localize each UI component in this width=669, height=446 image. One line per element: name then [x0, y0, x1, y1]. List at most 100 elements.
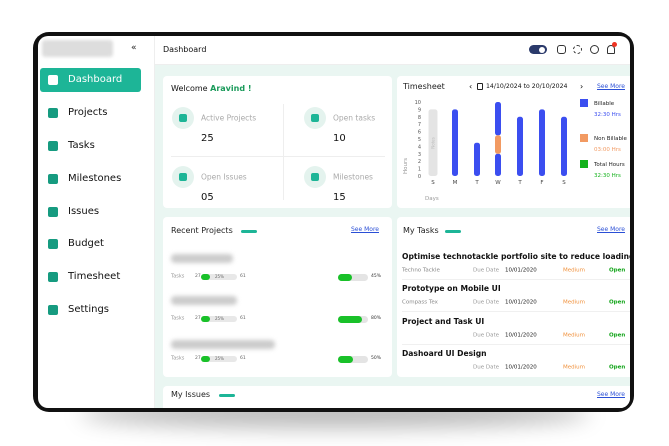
holiday-label: Notes [431, 137, 436, 149]
task-title: Dashoard UI Design [402, 349, 487, 359]
priority: Medium [563, 332, 585, 339]
task-progress [201, 356, 210, 362]
due-date: 10/01/2020 [505, 332, 537, 339]
task-progress-track: 25% [201, 316, 237, 322]
x-tick-label: W [495, 180, 501, 186]
status: Open [609, 332, 626, 339]
legend-label: Non Billable [594, 136, 627, 142]
completion-label: 80% [371, 315, 382, 321]
x-tick-label: S [562, 180, 566, 186]
priority: Medium [563, 267, 585, 274]
notifications[interactable] [607, 45, 615, 54]
my-tasks-title: My Tasks [403, 226, 439, 235]
collapse-button[interactable]: « [131, 43, 137, 53]
stat-label: Open Issues [201, 172, 247, 182]
menu: Dashboard Projects Tasks Milestones Issues Bu… [38, 36, 155, 408]
project-name [171, 296, 237, 305]
menu-item[interactable]: Timesheet [68, 271, 121, 282]
y-tick-label: 8 [418, 115, 421, 121]
divider [402, 279, 630, 280]
bar-segment [495, 102, 501, 136]
menu-item[interactable]: Milestones [68, 173, 122, 184]
timesheet-card: Timesheet ‹ 14/10/2024 to 20/10/2024 › S… [397, 76, 630, 208]
bar-segment [561, 116, 567, 176]
status: Open [609, 364, 626, 371]
menu-icon [48, 108, 58, 118]
my-issues-card: My Issues See More [163, 386, 630, 408]
icon[interactable] [557, 45, 566, 54]
menu-item[interactable]: Tasks [68, 140, 95, 151]
tasks-label: Tasks [171, 355, 185, 362]
accent [219, 394, 235, 397]
stat-label: Milestones [333, 172, 373, 182]
menu-item[interactable]: Issues [68, 206, 100, 217]
tasks-total: 61 [240, 315, 246, 321]
y-tick-label: 7 [418, 122, 421, 128]
due-date: 10/01/2020 [505, 267, 537, 274]
completion-track [338, 273, 368, 281]
x-axis-label: Days [425, 196, 439, 202]
x-tick-label: F [540, 180, 543, 186]
see-more[interactable]: See More [597, 83, 625, 90]
task-progress [201, 274, 210, 280]
calendar-icon [477, 83, 483, 90]
legend-value: 32:30 Hrs [594, 112, 621, 118]
task-title: Project and Task UI [402, 317, 485, 327]
y-tick-label: 10 [415, 100, 421, 106]
user-name: Aravind ! [210, 84, 252, 93]
see-more[interactable]: See More [597, 391, 625, 398]
stat-icon-glyph [311, 114, 319, 122]
task-company: Techno Tackle [402, 267, 440, 274]
menu-item[interactable]: Settings [68, 304, 110, 315]
due-label: Due Date [473, 299, 499, 306]
next[interactable]: › [580, 82, 584, 91]
tasks-total: 61 [240, 355, 246, 361]
menu-icon [48, 174, 58, 184]
icon[interactable] [590, 45, 599, 54]
recent-projects-card: Recent Projects See More Tasks 27 25% 61 45%… [163, 217, 392, 377]
menu-icon [48, 207, 58, 217]
legend-value: 32:30 Hrs [594, 173, 621, 179]
stat-value: 05 [201, 192, 214, 203]
welcome-card: Welcome Aravind ! Active Projects 25 Open … [163, 76, 392, 208]
task-title: Optimise technotackle portfolio site to … [402, 252, 630, 262]
completion-label: 50% [371, 355, 382, 361]
due-label: Due Date [473, 364, 499, 371]
legend-swatch [580, 160, 588, 168]
page-title: Dashboard [163, 45, 207, 54]
menu-item[interactable]: Dashboard [68, 74, 123, 85]
stat-value: 15 [333, 192, 346, 203]
priority: Medium [563, 364, 585, 371]
task-progress-label: 25% [215, 356, 224, 361]
timesheet-title: Timesheet [403, 82, 445, 91]
icon[interactable] [573, 45, 582, 54]
tasks-label: Tasks [171, 273, 185, 280]
task-company: Compass Tex [402, 299, 438, 306]
menu-item[interactable]: Projects [68, 107, 108, 118]
y-tick-label: 5 [418, 137, 421, 143]
task-progress-track: 25% [201, 274, 237, 280]
see-more[interactable]: See More [351, 226, 379, 233]
bar-segment [517, 116, 523, 176]
x-tick-label: T [517, 180, 522, 186]
y-axis-label: Hours [403, 158, 409, 174]
due-date: 10/01/2020 [505, 299, 537, 306]
toggle[interactable] [529, 45, 547, 54]
bar-segment [428, 109, 438, 176]
y-tick-label: 4 [418, 144, 421, 150]
topbar: Dashboard [155, 36, 630, 65]
see-more[interactable]: See More [597, 226, 625, 233]
task-progress [201, 316, 210, 322]
divider [283, 104, 284, 200]
priority: Medium [563, 299, 585, 306]
menu-item[interactable]: Budget [68, 238, 104, 249]
divider [402, 311, 630, 312]
bar-segment [539, 109, 545, 176]
menu-icon [48, 75, 58, 85]
stat-icon-glyph [179, 114, 187, 122]
tasks-done: 27 [195, 355, 201, 361]
tasks-total: 61 [240, 273, 246, 279]
x-tick-label: T [474, 180, 479, 186]
completion-track [338, 315, 368, 323]
prev[interactable]: ‹ [469, 82, 473, 91]
